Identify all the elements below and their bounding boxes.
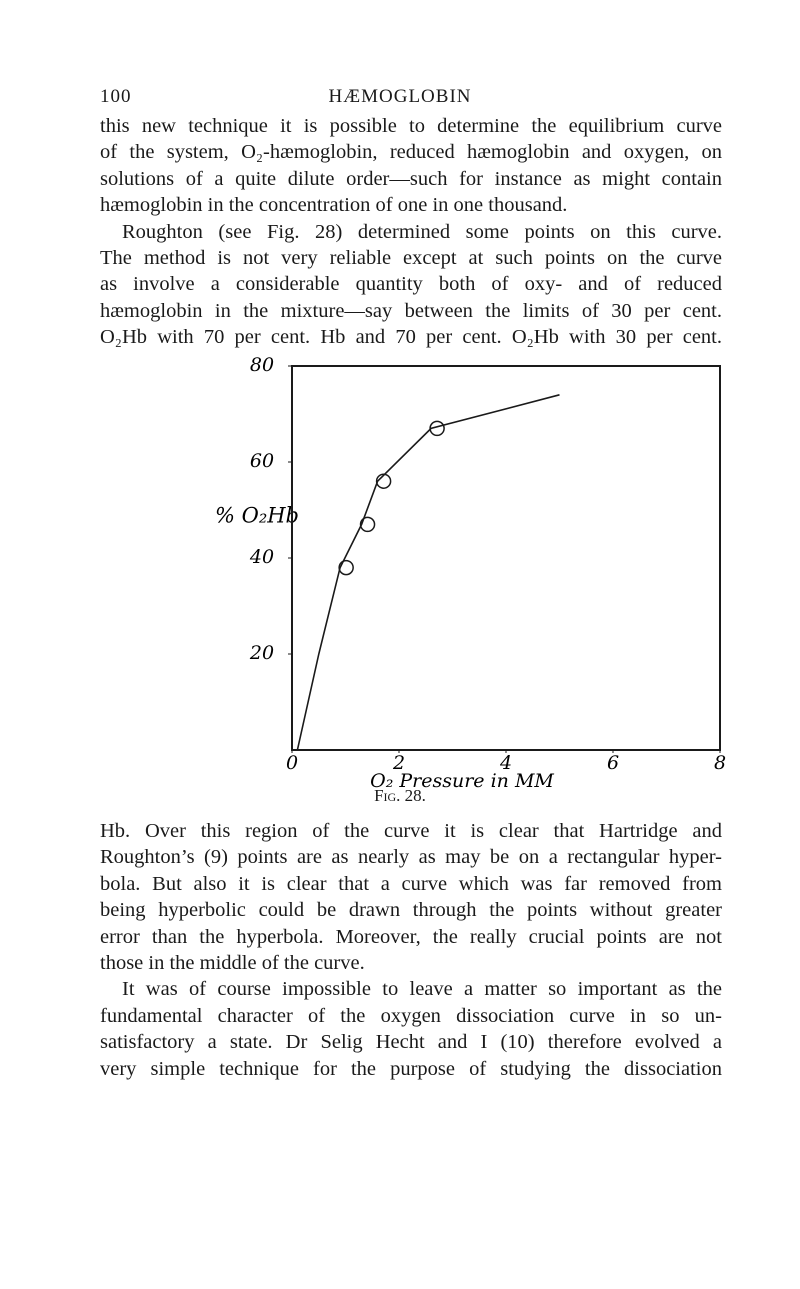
- y-tick-label: 80: [250, 354, 274, 376]
- text-line: Hb. Over this region of the curve it is …: [100, 820, 722, 842]
- text-line: those in the middle of the curve.: [100, 952, 365, 974]
- text-line: The method is not very reliable except a…: [100, 247, 722, 269]
- text-line: of the system, O₂-hæmoglobin, reduced hæ…: [100, 141, 722, 164]
- data-point: [338, 559, 354, 576]
- text-line: error than the hyperbola. Moreover, the …: [100, 925, 722, 948]
- page-number: 100: [100, 86, 132, 107]
- data-point: [429, 420, 445, 437]
- text-line: O₂Hb with 70 per cent. Hb and 70 per cen…: [100, 326, 722, 349]
- text-line: solutions of a quite dilute order—such f…: [100, 167, 722, 190]
- y-tick-label: 20: [249, 642, 274, 664]
- y-tick-label: 40: [249, 546, 274, 568]
- text-line: fundamental character of the oxygen diss…: [100, 1004, 722, 1027]
- plot-frame: [291, 365, 721, 751]
- text-line: this new technique it is possible to det…: [100, 115, 722, 137]
- figure: O₂ Pressure in MM % O₂Hb 20 40 60 80 0 2 4 6 8: [215, 354, 726, 790]
- x-tick-label: 8: [714, 752, 726, 774]
- text-line: satisfactory a state. Dr Selig Hecht and…: [100, 1031, 722, 1054]
- text-line: hæmoglobin in the concentration of one i…: [100, 194, 568, 217]
- text-line: hæmoglobin in the mixture—say between th…: [100, 299, 722, 322]
- running-title: HÆMOGLOBIN: [328, 86, 472, 107]
- text-line: very simple technique for the purpose of…: [100, 1057, 722, 1080]
- curve: [296, 394, 560, 751]
- text-line: It was of course impossible to leave a m…: [122, 978, 722, 1001]
- x-tick-label: 0: [286, 752, 298, 774]
- text-line: bola. But also it is clear that a curve …: [100, 872, 722, 895]
- figure-caption: Fig. 28.: [374, 786, 426, 805]
- x-tick-label: 4: [499, 752, 512, 774]
- x-axis-label: O₂ Pressure in MM: [370, 770, 554, 790]
- text-line: Roughton’s (9) points are as nearly as m…: [100, 846, 722, 869]
- y-axis-label: % O₂Hb: [215, 504, 299, 528]
- text-line: as involve a considerable quantity both …: [100, 273, 722, 296]
- text-line: Roughton (see Fig. 28) determined some p…: [122, 220, 722, 243]
- data-point: [359, 516, 376, 533]
- data-point: [375, 473, 392, 489]
- text-line: being hyperbolic could be drawn through …: [100, 899, 722, 922]
- y-tick-label: 60: [250, 450, 274, 472]
- x-tick-label: 2: [392, 752, 405, 774]
- x-tick-label: 6: [607, 752, 619, 774]
